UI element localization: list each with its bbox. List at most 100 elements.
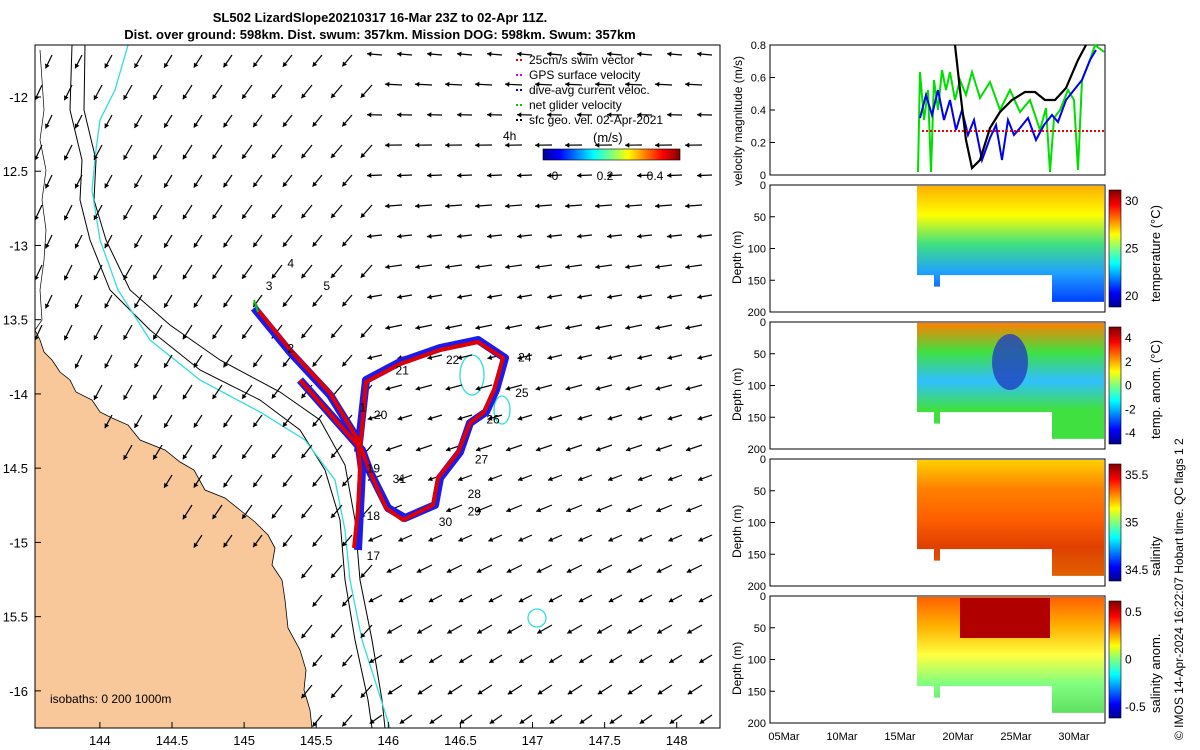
arrow-head [457, 476, 463, 482]
arrow-head [517, 476, 523, 482]
arrow-head [242, 153, 247, 159]
arrow-head [134, 362, 139, 368]
legend-entry: GPS surface velocity [529, 68, 640, 82]
arrow-head [342, 241, 347, 247]
arrow-head [427, 294, 432, 300]
arrow-head [547, 415, 553, 421]
arrow-head [301, 513, 307, 519]
arrow-head [74, 243, 80, 249]
arrow-head [385, 385, 391, 391]
arrow-head [123, 154, 128, 160]
colorbar-title: temperature (°C) [1148, 205, 1163, 302]
arrow-head [45, 183, 50, 189]
arrow-head [182, 514, 188, 520]
arrow-head [134, 302, 139, 308]
arrow-head [164, 122, 169, 128]
arrow-head [428, 537, 434, 542]
arrow-head [488, 597, 494, 603]
arrow-head [427, 112, 432, 118]
arrow-head [331, 633, 336, 639]
arrow-head [637, 112, 642, 118]
arrow-head [457, 233, 462, 239]
arrow-head [193, 542, 199, 548]
arrow-head [301, 93, 307, 99]
legend-entry: 25cm/s swim vector [529, 53, 634, 67]
arrow-head [164, 62, 169, 68]
arrow-head [223, 482, 229, 488]
velocity-line-blue [919, 49, 1097, 164]
arrow-head [212, 394, 218, 400]
arrow-head [547, 294, 552, 300]
arrow-head [668, 597, 674, 603]
track-day-label: 18 [367, 509, 381, 523]
arrow-head [577, 233, 582, 239]
arrow-head [212, 94, 218, 100]
arrow-head [655, 446, 661, 452]
arrow-head [535, 264, 540, 270]
depth-tick-label: 100 [748, 381, 766, 393]
arrow-head [301, 693, 307, 699]
arrow-head [360, 212, 366, 218]
arrow-head [577, 172, 582, 179]
arrow-head [445, 264, 450, 270]
section-colorbar [1108, 189, 1122, 308]
arrow-head [360, 92, 366, 98]
arrow-head [193, 362, 199, 368]
arrow-head [445, 446, 451, 452]
arrow-head [445, 325, 451, 331]
arrow-head [427, 354, 433, 360]
arrow-head [506, 507, 512, 513]
depth-tick-label: 150 [748, 275, 766, 287]
arrow-head [549, 658, 555, 663]
arrow-head [565, 446, 571, 452]
colorbar-tick-label: 35 [1125, 516, 1139, 530]
track-day-label: 20 [374, 408, 388, 422]
arrow-head [607, 294, 612, 300]
arrow-head [331, 273, 336, 279]
arrow-head [625, 446, 631, 452]
arrow-head [282, 421, 288, 427]
arrow-head [517, 233, 522, 239]
track-day-label: 26 [486, 413, 500, 427]
arrow-head [74, 63, 80, 69]
arrow-head [549, 719, 555, 724]
arrow-head [445, 142, 450, 148]
arrow-head [607, 354, 613, 360]
arrow-head [547, 112, 552, 118]
arrow-head [64, 215, 69, 221]
arrow-head [637, 172, 642, 179]
arrow-head [367, 112, 372, 118]
colorbar-tick-label: 0 [552, 169, 559, 183]
arrow-head [397, 112, 402, 118]
arrow-head [367, 51, 372, 57]
arrow-head [457, 415, 463, 421]
cold-anomaly-patch [992, 334, 1028, 390]
arrow-head [595, 385, 601, 391]
arrow-head [104, 363, 110, 369]
arrow-head [536, 507, 542, 513]
arrow-head [698, 597, 704, 603]
arrow-head [223, 62, 229, 68]
arrow-head [445, 203, 450, 209]
arrow-head [342, 481, 347, 487]
arrow-head [415, 385, 421, 391]
arrow-head [35, 155, 39, 161]
arrow-head [458, 597, 464, 603]
arrow-head [64, 335, 69, 341]
arrow-head [182, 274, 188, 280]
arrow-head [45, 63, 50, 69]
arrow-head [342, 541, 347, 547]
arrow-head [397, 172, 402, 179]
arrow-head [667, 294, 672, 300]
arrow-head [331, 213, 336, 219]
section-colorbar [1108, 326, 1122, 445]
arrow-head [182, 454, 188, 460]
depth-axis-label: Depth (m) [730, 231, 744, 284]
arrow-head [566, 568, 572, 573]
arrow-head [164, 182, 169, 188]
land-mass [35, 329, 313, 728]
arrow-head [182, 394, 188, 400]
arrow-head [104, 183, 110, 189]
arrow-head [547, 172, 552, 179]
